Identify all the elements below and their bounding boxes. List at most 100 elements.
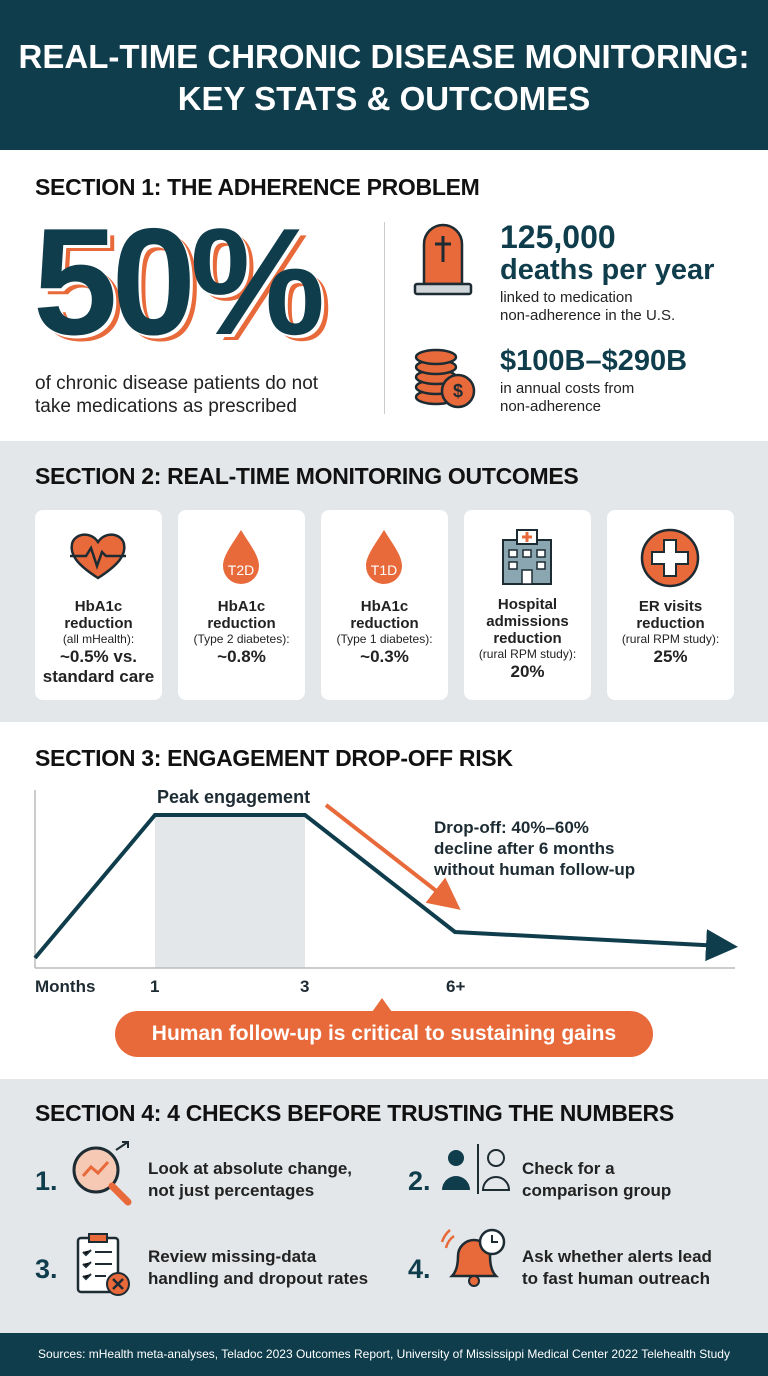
card-note: (rural RPM study): — [621, 632, 720, 646]
card-icon — [640, 528, 700, 588]
card-value: 25% — [653, 647, 688, 666]
section4-band — [0, 1079, 768, 1333]
card-icon — [223, 530, 259, 584]
header: REAL-TIME CHRONIC DISEASE MONITORING: KE… — [0, 0, 768, 150]
check-line: not just percentages — [148, 1181, 315, 1200]
footer: Sources: mHealth meta-analyses, Teladoc … — [0, 1333, 768, 1376]
check-text: Check for a comparison group — [522, 1158, 671, 1202]
check-line: Ask whether alerts lead — [522, 1247, 712, 1266]
x-tick-label: 3 — [300, 977, 310, 996]
card-text: HbA1c reduction (Type 2 diabetes): ~0.8% — [178, 598, 305, 667]
card-text: HbA1c reduction (all mHealth): ~0.5% vs. sta… — [35, 598, 162, 687]
card-icon — [70, 533, 126, 580]
title: REAL-TIME CHRONIC DISEASE MONITORING: KE… — [0, 36, 768, 120]
detail-line: in annual costs from — [500, 380, 635, 397]
section-heading: SECTION 1: THE ADHERENCE PROBLEM — [35, 174, 480, 200]
stat-value: 125,000 — [500, 219, 616, 255]
check-line: Check for a — [522, 1159, 615, 1178]
outcome-card: ER visits reduction (rural RPM study): 25% — [607, 510, 734, 700]
card-title: reduction — [207, 615, 276, 632]
check-number: 1. — [35, 1166, 58, 1196]
card-title: reduction — [636, 615, 705, 632]
check-text: Review missing-data handling and dropout … — [148, 1246, 368, 1290]
card-title: reduction — [493, 630, 562, 647]
card-note: (rural RPM study): — [478, 647, 577, 661]
check-line: comparison group — [522, 1181, 672, 1200]
big-stat: 50% — [33, 197, 325, 367]
divider — [384, 222, 385, 414]
stat-detail: in annual costs from non-adherence — [500, 380, 634, 416]
peak-label: Peak engagement — [157, 787, 311, 807]
card-note: (Type 2 diabetes): — [193, 632, 290, 646]
comparison-icon — [442, 1144, 511, 1194]
card-badge: T1D — [370, 562, 398, 578]
peak-shade — [155, 815, 305, 968]
card-title: HbA1c — [360, 598, 409, 615]
check-text: Ask whether alerts lead to fast human out… — [522, 1246, 712, 1290]
card-title: reduction — [350, 615, 419, 632]
check-line: handling and dropout rates — [148, 1269, 369, 1288]
check-number: 4. — [408, 1254, 431, 1284]
card-text: HbA1c reduction (Type 1 diabetes): ~0.3% — [321, 598, 448, 667]
label-line: decline after 6 months — [434, 839, 615, 858]
title-line: KEY STATS & OUTCOMES — [177, 80, 591, 117]
card-text: ER visits reduction (rural RPM study): 25% — [607, 598, 734, 667]
check-number: 3. — [35, 1254, 58, 1284]
coins-icon: $ — [414, 348, 476, 409]
card-note: (Type 1 diabetes): — [336, 632, 433, 646]
card-value: ~0.8% — [217, 647, 266, 666]
detail-line: non-adherence in the U.S. — [500, 307, 676, 324]
caption-line: of chronic disease patients do not — [35, 373, 319, 394]
card-icon — [366, 530, 402, 584]
card-title: reduction — [64, 615, 133, 632]
card-title: HbA1c — [217, 598, 266, 615]
check-number: 2. — [408, 1166, 431, 1196]
checklist-icon — [76, 1233, 130, 1296]
outcome-card: Hospital admissions reduction (rural RPM st… — [464, 510, 591, 700]
stat-value: deaths per year — [500, 254, 715, 286]
check-line: to fast human outreach — [522, 1269, 710, 1288]
callout: Human follow-up is critical to sustainin… — [115, 1011, 653, 1057]
check-line: Look at absolute change, — [148, 1159, 353, 1178]
card-note: (all mHealth): — [62, 632, 135, 646]
dropoff-label: Drop-off: 40%–60% decline after 6 months… — [434, 817, 635, 880]
section-heading: SECTION 3: ENGAGEMENT DROP-OFF RISK — [35, 745, 513, 771]
x-tick-label: 1 — [150, 977, 160, 996]
label-line: Drop-off: 40%–60% — [434, 818, 589, 837]
card-title: Hospital — [497, 596, 558, 613]
outcome-card: T2D HbA1c reduction (Type 2 diabetes): ~0.8% — [178, 510, 305, 700]
card-value: ~0.5% vs. — [59, 647, 138, 666]
card-title: HbA1c — [74, 598, 123, 615]
check-text: Look at absolute change, not just percent… — [148, 1158, 352, 1202]
title-line: REAL-TIME CHRONIC DISEASE MONITORING: — [18, 38, 750, 75]
caption-line: take medications as prescribed — [35, 396, 297, 417]
detail-line: non-adherence — [500, 398, 601, 415]
card-value: standard care — [42, 667, 155, 686]
detail-line: linked to medication — [500, 289, 633, 306]
card-title: admissions — [486, 613, 569, 630]
engagement-chart — [33, 790, 738, 969]
label-line: without human follow-up — [434, 860, 636, 879]
x-axis-label: Months — [35, 977, 96, 996]
callout-pointer — [372, 998, 392, 1012]
stat-detail: linked to medication non-adherence in th… — [500, 289, 675, 325]
card-title: ER visits — [638, 598, 703, 615]
stat-value: $100B–$290B — [500, 345, 688, 377]
card-badge: T2D — [227, 562, 255, 578]
section-heading: SECTION 4: 4 CHECKS BEFORE TRUSTING THE … — [35, 1100, 674, 1126]
card-value: ~0.3% — [360, 647, 409, 666]
tombstone-icon — [413, 223, 473, 296]
card-text: Hospital admissions reduction (rural RPM st… — [464, 596, 591, 682]
svg-text:$: $ — [453, 381, 463, 401]
card-icon — [502, 529, 552, 585]
outcome-card: HbA1c reduction (all mHealth): ~0.5% vs. sta… — [35, 510, 162, 700]
x-tick-label: 6+ — [446, 977, 466, 996]
alert-icon — [440, 1228, 506, 1287]
check-line: Review missing-data — [148, 1247, 317, 1266]
outcome-card: T1D HbA1c reduction (Type 1 diabetes): ~0.3% — [321, 510, 448, 700]
stat: 125,000 deaths per year — [500, 220, 714, 286]
magnifier-icon — [72, 1141, 132, 1206]
card-value: 20% — [510, 662, 545, 681]
engagement-line — [33, 813, 738, 962]
